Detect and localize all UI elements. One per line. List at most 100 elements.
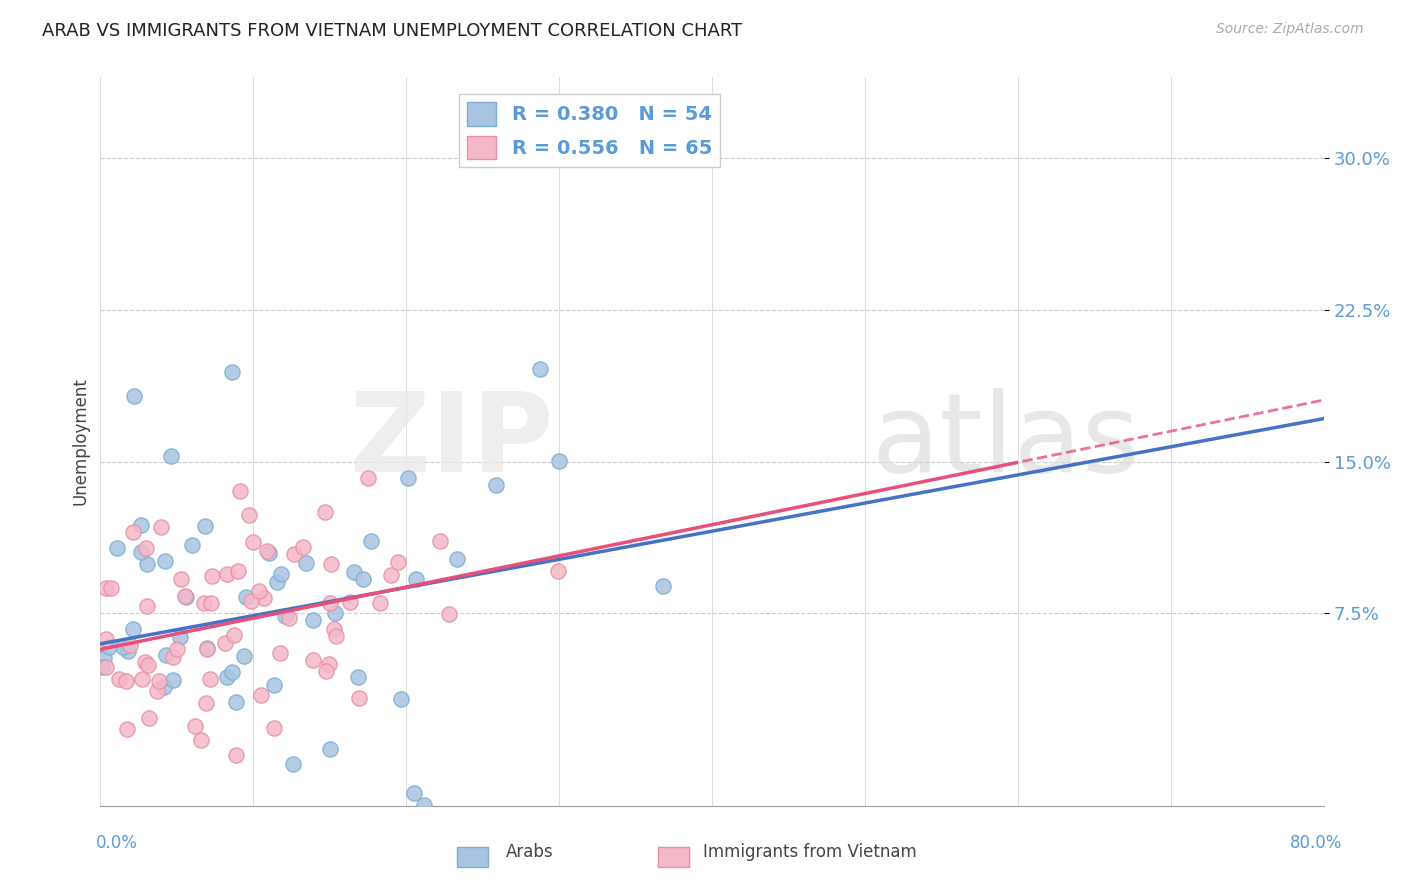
- Point: [124, 389, 146, 403]
- Point: [198, 672, 221, 686]
- Point: [195, 640, 218, 655]
- Point: [136, 658, 159, 673]
- Point: [138, 711, 160, 725]
- Point: [155, 648, 177, 663]
- Point: [413, 798, 436, 813]
- Point: [214, 636, 236, 650]
- Point: [129, 518, 152, 533]
- Point: [323, 606, 346, 620]
- Point: [235, 591, 257, 605]
- Point: [93, 651, 115, 665]
- Point: [484, 477, 506, 491]
- Point: [152, 680, 174, 694]
- Point: [222, 628, 245, 642]
- Point: [266, 575, 288, 590]
- Point: [129, 545, 152, 559]
- Point: [111, 640, 134, 654]
- Point: [396, 471, 419, 485]
- Point: [194, 519, 217, 533]
- Point: [174, 590, 197, 604]
- Point: [194, 696, 217, 710]
- Point: [100, 581, 122, 595]
- Point: [225, 695, 247, 709]
- Point: [148, 673, 170, 688]
- Point: [229, 484, 252, 499]
- Point: [108, 672, 131, 686]
- Point: [184, 719, 207, 733]
- Text: Arabs: Arabs: [506, 843, 554, 861]
- Point: [652, 579, 675, 593]
- Point: [117, 644, 139, 658]
- Point: [253, 591, 276, 606]
- Point: [547, 564, 569, 578]
- Point: [215, 670, 238, 684]
- Point: [347, 690, 370, 705]
- Point: [115, 674, 138, 689]
- Point: [343, 565, 366, 579]
- Point: [94, 581, 117, 595]
- Point: [292, 540, 315, 554]
- Point: [215, 567, 238, 582]
- Point: [166, 642, 188, 657]
- Point: [263, 722, 285, 736]
- Point: [98, 640, 121, 655]
- Point: [200, 596, 222, 610]
- Point: [302, 653, 325, 667]
- Point: [120, 824, 142, 838]
- Text: Immigrants from Vietnam: Immigrants from Vietnam: [703, 843, 917, 861]
- Text: ZIP: ZIP: [350, 388, 553, 495]
- Point: [225, 748, 247, 763]
- Point: [242, 534, 264, 549]
- Point: [547, 454, 569, 468]
- Point: [352, 572, 374, 586]
- Point: [315, 664, 337, 678]
- Point: [221, 365, 243, 379]
- Point: [201, 569, 224, 583]
- Point: [174, 589, 197, 603]
- Point: [380, 568, 402, 582]
- Point: [249, 583, 271, 598]
- Point: [226, 565, 249, 579]
- Point: [180, 538, 202, 552]
- Text: ARAB VS IMMIGRANTS FROM VIETNAM UNEMPLOYMENT CORRELATION CHART: ARAB VS IMMIGRANTS FROM VIETNAM UNEMPLOY…: [42, 22, 742, 40]
- Text: atlas: atlas: [872, 388, 1140, 495]
- Point: [134, 656, 156, 670]
- Point: [94, 660, 117, 674]
- Point: [170, 572, 193, 586]
- Text: Source: ZipAtlas.com: Source: ZipAtlas.com: [1216, 22, 1364, 37]
- Point: [107, 822, 129, 836]
- Point: [283, 547, 305, 561]
- Point: [446, 552, 468, 566]
- Point: [240, 593, 263, 607]
- Point: [221, 665, 243, 680]
- Point: [117, 722, 139, 736]
- Point: [150, 520, 173, 534]
- Point: [360, 534, 382, 549]
- Point: [169, 630, 191, 644]
- Y-axis label: Unemployment: Unemployment: [72, 377, 89, 506]
- Point: [356, 471, 378, 485]
- Point: [90, 660, 112, 674]
- Point: [314, 505, 336, 519]
- Point: [529, 362, 551, 376]
- Point: [232, 649, 254, 664]
- Point: [269, 646, 291, 660]
- Point: [250, 688, 273, 702]
- Point: [319, 596, 342, 610]
- Point: [347, 670, 370, 684]
- Point: [429, 534, 451, 549]
- Point: [273, 608, 295, 623]
- Point: [283, 757, 305, 772]
- Point: [301, 613, 323, 627]
- Point: [94, 632, 117, 646]
- Point: [270, 566, 292, 581]
- Point: [136, 599, 159, 613]
- Point: [256, 544, 278, 558]
- Point: [160, 449, 183, 463]
- Point: [136, 558, 159, 572]
- Point: [319, 557, 342, 571]
- Point: [146, 684, 169, 698]
- Point: [131, 672, 153, 686]
- Text: 80.0%: 80.0%: [1291, 834, 1343, 852]
- Point: [295, 556, 318, 570]
